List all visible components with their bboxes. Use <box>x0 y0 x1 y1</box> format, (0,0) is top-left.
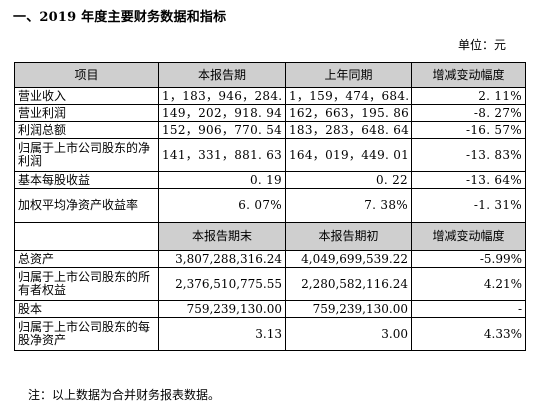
prior-value: 7. 38% <box>285 188 412 223</box>
table-row: 加权平均净资产收益率 6. 07% 7. 38% -1. 31% <box>14 188 526 223</box>
row-label: 营业收入 <box>14 87 159 105</box>
change-value: 4.33% <box>411 317 526 351</box>
change-value: 2. 11% <box>411 87 526 105</box>
table-row: 营业利润 149，202，918. 94 162，663，195. 86 -8.… <box>14 104 526 122</box>
table-row: 基本每股收益 0. 19 0. 22 -13. 64% <box>14 171 526 189</box>
row-label-text: 加权平均净资产收益率 <box>18 198 139 212</box>
current-value: 152，906，770. 54 <box>158 121 286 139</box>
change-value: -1. 31% <box>411 188 526 223</box>
change-value: -13. 64% <box>411 171 526 189</box>
prior-value: 164，019，449. 01 <box>285 138 412 172</box>
current-value: 141，331，881. 63 <box>158 138 286 172</box>
prior-value: 759,239,130.00 <box>285 300 412 318</box>
table-row: 归属于上市公司股东的所有者权益 2,376,510,775.55 2,280,5… <box>14 267 526 301</box>
current-value: 3.13 <box>158 317 286 351</box>
change-value: -8. 27% <box>411 104 526 122</box>
prior-value: 0. 22 <box>285 171 412 189</box>
change-value: 4.21% <box>411 267 526 301</box>
row-label-text: 归属于上市公司股东的净利润 <box>18 141 151 168</box>
header-current-period: 本报告期 <box>158 62 286 88</box>
change-value: -5.99% <box>411 250 526 268</box>
row-label: 总资产 <box>14 250 159 268</box>
table-row: 利润总额 152，906，770. 54 183，283，648. 64 -16… <box>14 121 526 139</box>
row-label: 股本 <box>14 300 159 318</box>
table1-header-row: 项目 本报告期 上年同期 增减变动幅度 <box>14 62 526 88</box>
prior-value: 183，283，648. 64 <box>285 121 412 139</box>
row-label: 营业利润 <box>14 104 159 122</box>
row-label: 加权平均净资产收益率 <box>14 188 159 223</box>
prior-value: 1，159，474，684. 94 <box>285 87 412 105</box>
table-row: 归属于上市公司股东的净利润 141，331，881. 63 164，019，44… <box>14 138 526 172</box>
table-row: 股本 759,239,130.00 759,239,130.00 - <box>14 300 526 318</box>
header-item: 项目 <box>14 62 159 88</box>
row-label: 归属于上市公司股东的每股净资产 <box>14 317 159 351</box>
section-heading: 一、2019 年度主要财务数据和指标 <box>13 10 227 25</box>
table-row: 营业收入 1，183，946，284. 56 1，159，474，684. 94… <box>14 87 526 105</box>
current-value: 0. 19 <box>158 171 286 189</box>
table-row: 总资产 3,807,288,316.24 4,049,699,539.22 -5… <box>14 250 526 268</box>
current-value: 759,239,130.00 <box>158 300 286 318</box>
row-label: 归属于上市公司股东的所有者权益 <box>14 267 159 301</box>
current-value: 1，183，946，284. 56 <box>158 87 286 105</box>
header-prior-period: 上年同期 <box>285 62 412 88</box>
row-label: 归属于上市公司股东的净利润 <box>14 138 159 172</box>
prior-value: 162，663，195. 86 <box>285 104 412 122</box>
change-value: - <box>411 300 526 318</box>
row-label-text: 归属于上市公司股东的所有者权益 <box>18 270 151 297</box>
change-value: -16. 57% <box>411 121 526 139</box>
current-value: 6. 07% <box>158 188 286 223</box>
header-change: 增减变动幅度 <box>411 62 526 88</box>
current-value: 3,807,288,316.24 <box>158 250 286 268</box>
footnote: 注：以上数据为合并财务报表数据。 <box>28 388 221 402</box>
prior-value: 2,280,582,116.24 <box>285 267 412 301</box>
financial-table: 项目 本报告期 上年同期 增减变动幅度 营业收入 1，183，946，284. … <box>14 62 526 351</box>
current-value: 2,376,510,775.55 <box>158 267 286 301</box>
prior-value: 3.00 <box>285 317 412 351</box>
unit-label: 单位：元 <box>457 38 506 52</box>
change-value: -13. 83% <box>411 138 526 172</box>
row-label-text: 归属于上市公司股东的每股净资产 <box>18 320 151 347</box>
row-label: 基本每股收益 <box>14 171 159 189</box>
row-label: 利润总额 <box>14 121 159 139</box>
table2-header-row: 本报告期末 本报告期初 增减变动幅度 <box>14 222 526 251</box>
header-blank <box>14 222 159 251</box>
header-period-end: 本报告期末 <box>158 222 286 251</box>
current-value: 149，202，918. 94 <box>158 104 286 122</box>
header-period-start: 本报告期初 <box>285 222 412 251</box>
header-change: 增减变动幅度 <box>411 222 526 251</box>
prior-value: 4,049,699,539.22 <box>285 250 412 268</box>
table-row: 归属于上市公司股东的每股净资产 3.13 3.00 4.33% <box>14 317 526 351</box>
